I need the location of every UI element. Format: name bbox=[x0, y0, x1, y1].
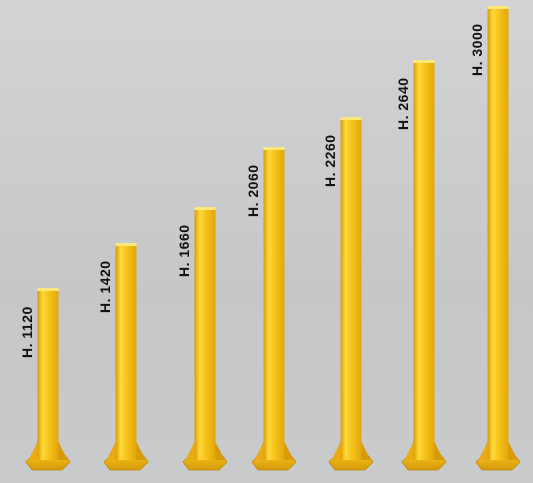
post-7 bbox=[475, 6, 521, 471]
post-height-label: H. 1420 bbox=[96, 260, 113, 313]
post-shaft bbox=[115, 243, 137, 460]
post-height-label: H. 2260 bbox=[321, 134, 338, 187]
post-shaft bbox=[413, 60, 435, 460]
post-height-label: H. 1660 bbox=[175, 224, 192, 277]
post-shaft bbox=[194, 207, 216, 460]
post-4 bbox=[251, 147, 297, 471]
post-top-cap bbox=[194, 207, 216, 210]
post-top-cap bbox=[413, 60, 435, 63]
post-gusset-left bbox=[185, 442, 195, 460]
post-gusset-right bbox=[136, 442, 146, 460]
post-5 bbox=[328, 117, 374, 471]
post-shaft bbox=[487, 6, 509, 460]
post-height-label: H. 2060 bbox=[244, 164, 261, 217]
post-gusset-left bbox=[106, 442, 116, 460]
post-shaft bbox=[340, 117, 362, 460]
post-3 bbox=[182, 207, 228, 471]
post-height-label: H. 1120 bbox=[18, 306, 35, 358]
post-gusset-right bbox=[58, 442, 68, 460]
post-2 bbox=[103, 243, 149, 471]
post-gusset-right bbox=[284, 442, 294, 460]
post-1 bbox=[25, 288, 71, 471]
post-top-cap bbox=[263, 147, 285, 150]
post-gusset-right bbox=[361, 442, 371, 460]
post-gusset-right bbox=[434, 442, 444, 460]
post-gusset-left bbox=[28, 442, 38, 460]
post-gusset-right bbox=[508, 442, 518, 460]
post-gusset-left bbox=[331, 442, 341, 460]
post-gusset-left bbox=[254, 442, 264, 460]
post-6 bbox=[401, 60, 447, 471]
post-gusset-left bbox=[478, 442, 488, 460]
post-top-cap bbox=[340, 117, 362, 120]
post-height-label: H. 2640 bbox=[394, 77, 411, 130]
post-top-cap bbox=[115, 243, 137, 246]
post-shaft bbox=[263, 147, 285, 460]
post-height-label: H. 3000 bbox=[468, 23, 485, 76]
post-gusset-right bbox=[215, 442, 225, 460]
post-top-cap bbox=[37, 288, 59, 291]
post-top-cap bbox=[487, 6, 509, 9]
post-gusset-left bbox=[404, 442, 414, 460]
post-shaft bbox=[37, 288, 59, 460]
